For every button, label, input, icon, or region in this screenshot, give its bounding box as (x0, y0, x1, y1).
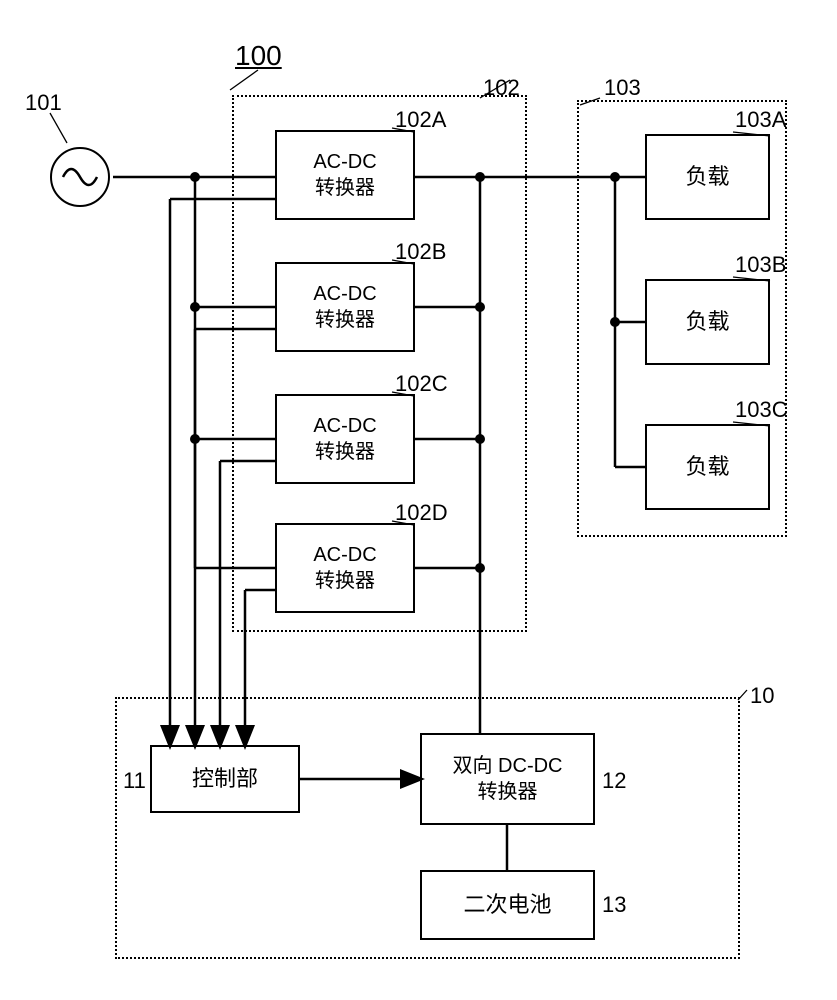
block-text: 转换器 (315, 439, 375, 465)
block-text: 双向 DC-DC (453, 753, 563, 779)
diagram-canvas: AC-DC 转换器 AC-DC 转换器 AC-DC 转换器 AC-DC 转换器 … (0, 0, 837, 1000)
label-103c: 103C (735, 397, 788, 423)
sine-icon (59, 156, 101, 198)
block-battery: 二次电池 (420, 870, 595, 940)
block-text: AC-DC (313, 149, 376, 175)
block-text: 负载 (685, 308, 729, 337)
label-13: 13 (602, 892, 626, 918)
block-text: 转换器 (315, 568, 375, 594)
block-text: 转换器 (315, 307, 375, 333)
block-text: AC-DC (313, 281, 376, 307)
block-load-a: 负载 (645, 134, 770, 220)
block-conv-a: AC-DC 转换器 (275, 130, 415, 220)
label-102c: 102C (395, 371, 448, 397)
label-103b: 103B (735, 252, 786, 278)
block-conv-b: AC-DC 转换器 (275, 262, 415, 352)
node-dot (475, 302, 485, 312)
node-dot (610, 172, 620, 182)
block-text: AC-DC (313, 413, 376, 439)
block-text: 二次电池 (463, 891, 551, 920)
label-101: 101 (25, 90, 62, 116)
label-12: 12 (602, 768, 626, 794)
block-load-c: 负载 (645, 424, 770, 510)
block-text: 转换器 (315, 175, 375, 201)
block-dcdc: 双向 DC-DC 转换器 (420, 733, 595, 825)
block-text: 控制部 (192, 765, 258, 794)
node-dot (610, 317, 620, 327)
label-103: 103 (604, 75, 641, 101)
node-dot (190, 172, 200, 182)
label-102b: 102B (395, 239, 446, 265)
block-conv-c: AC-DC 转换器 (275, 394, 415, 484)
label-10: 10 (750, 683, 774, 709)
block-text: AC-DC (313, 542, 376, 568)
block-text: 负载 (685, 453, 729, 482)
node-dot (190, 302, 200, 312)
block-text: 转换器 (478, 779, 538, 805)
label-11: 11 (123, 768, 146, 794)
figure-title: 100 (235, 40, 282, 72)
node-dot (475, 563, 485, 573)
node-dot (475, 434, 485, 444)
label-102a: 102A (395, 107, 446, 133)
ac-source (50, 147, 110, 207)
block-load-b: 负载 (645, 279, 770, 365)
block-control: 控制部 (150, 745, 300, 813)
label-103a: 103A (735, 107, 786, 133)
node-dot (475, 172, 485, 182)
label-102: 102 (483, 75, 520, 101)
block-text: 负载 (685, 163, 729, 192)
block-conv-d: AC-DC 转换器 (275, 523, 415, 613)
node-dot (190, 434, 200, 444)
label-102d: 102D (395, 500, 448, 526)
